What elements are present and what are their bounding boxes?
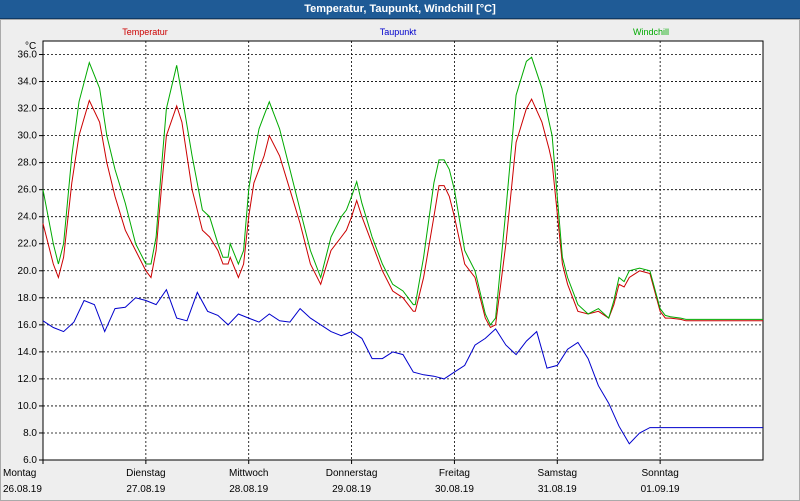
y-tick-label: 16.0	[18, 320, 38, 331]
x-day-date: 28.08.19	[229, 484, 268, 495]
chart-svg: °C 6.0 8.0 10.0 12.0 14.0 16.0 18.0 20.0 22.0 24.…	[3, 27, 764, 495]
x-day-name: Samstag	[538, 468, 577, 479]
x-day-date: 26.08.19	[3, 484, 42, 495]
y-tick-label: 6.0	[23, 455, 37, 466]
x-day-date: 31.08.19	[538, 484, 577, 495]
y-tick-label: 34.0	[18, 77, 38, 88]
y-tick-label: 36.0	[18, 50, 38, 61]
series-line-windchill	[42, 56, 763, 326]
x-day-date: 30.08.19	[435, 484, 474, 495]
series-line-temperatur	[42, 97, 763, 329]
x-day-name: Mittwoch	[229, 468, 268, 479]
y-tick-label: 18.0	[18, 293, 38, 304]
y-tick-label: 20.0	[18, 266, 38, 277]
series-line-taupunkt	[42, 288, 763, 445]
plot-area	[42, 40, 764, 461]
x-day-labels: Montag 26.08.19 Dienstag 27.08.19 Mittwoch 28…	[3, 460, 680, 495]
y-tick-label: 22.0	[18, 239, 38, 250]
y-tick-label: 8.0	[23, 428, 37, 439]
legend: Temperatur Taupunkt Windchill	[122, 27, 669, 37]
x-day-date: 27.08.19	[126, 484, 165, 495]
x-day-name: Donnerstag	[326, 468, 378, 479]
x-day-date: 29.08.19	[332, 484, 371, 495]
y-axis-unit: °C	[25, 41, 36, 52]
legend-item-windchill: Windchill	[633, 27, 669, 37]
legend-item-temperatur: Temperatur	[122, 27, 168, 37]
x-day-date: 01.09.19	[641, 484, 680, 495]
y-tick-label: 28.0	[18, 158, 38, 169]
y-tick-label: 12.0	[18, 374, 38, 385]
legend-item-taupunkt: Taupunkt	[380, 27, 417, 37]
y-tick-label: 24.0	[18, 212, 38, 223]
y-tick-label: 30.0	[18, 131, 38, 142]
y-tick-label: 14.0	[18, 347, 38, 358]
chart-title: Temperatur, Taupunkt, Windchill [°C]	[0, 0, 800, 19]
chart-panel: °C 6.0 8.0 10.0 12.0 14.0 16.0 18.0 20.0 22.0 24.…	[0, 19, 800, 501]
y-tick-labels: 6.0 8.0 10.0 12.0 14.0 16.0 18.0 20.0 22.0 24.0 26…	[18, 50, 43, 466]
series-lines	[42, 56, 763, 445]
y-tick-label: 32.0	[18, 104, 38, 115]
x-day-name: Freitag	[439, 468, 470, 479]
y-tick-label: 26.0	[18, 185, 38, 196]
grid-lines	[43, 41, 763, 461]
x-day-name: Montag	[3, 468, 36, 479]
x-day-name: Sonntag	[642, 468, 679, 479]
x-day-name: Dienstag	[126, 468, 165, 479]
y-tick-label: 10.0	[18, 401, 38, 412]
